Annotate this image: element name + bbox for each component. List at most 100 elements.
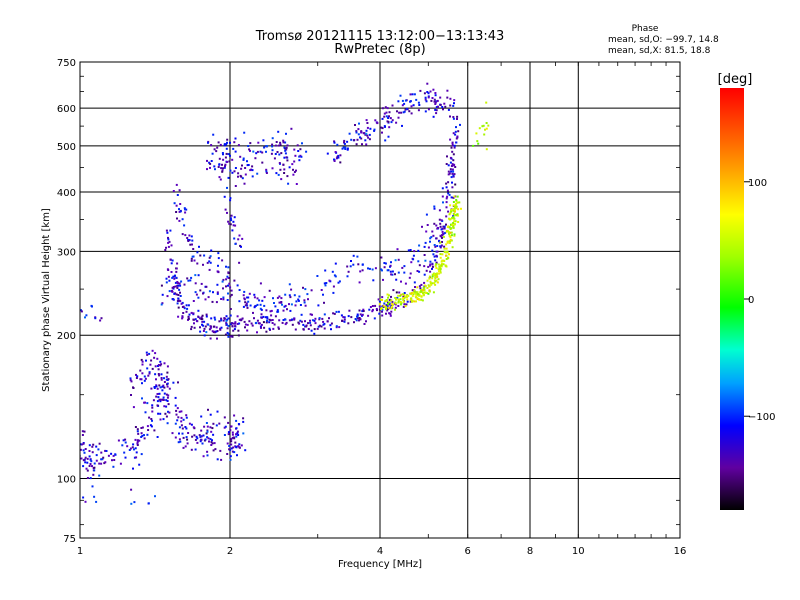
data-point: [146, 433, 149, 436]
data-point: [162, 398, 165, 401]
data-point: [224, 156, 227, 159]
data-point: [387, 306, 390, 309]
data-point: [184, 211, 187, 214]
data-point: [246, 329, 249, 332]
data-point: [186, 277, 189, 280]
data-point: [332, 312, 335, 315]
data-point: [209, 327, 212, 330]
data-point: [390, 121, 393, 124]
data-point: [445, 215, 448, 218]
data-point: [151, 367, 154, 370]
data-point: [437, 105, 439, 108]
data-point: [243, 290, 246, 293]
data-point: [387, 296, 389, 299]
data-point: [163, 386, 166, 389]
data-point: [481, 125, 484, 128]
y-tick-label: 75: [63, 534, 76, 545]
data-point: [246, 296, 249, 299]
data-point: [323, 282, 326, 285]
data-point: [454, 220, 457, 223]
data-point: [227, 220, 230, 223]
data-point: [458, 201, 461, 204]
data-point: [175, 276, 178, 279]
data-point: [290, 127, 293, 130]
data-point: [149, 363, 152, 366]
data-point: [174, 396, 177, 399]
data-point: [231, 158, 234, 161]
data-point: [404, 108, 407, 111]
data-point: [124, 438, 127, 441]
data-point: [243, 320, 246, 323]
data-point: [284, 149, 287, 152]
phase-info-title: Phase: [632, 24, 659, 34]
data-point: [233, 279, 236, 282]
data-point: [222, 296, 225, 299]
data-point: [93, 469, 96, 472]
data-point: [449, 97, 452, 100]
data-point: [234, 325, 237, 328]
data-point: [413, 291, 416, 294]
data-point: [190, 259, 193, 262]
data-point: [434, 94, 437, 97]
data-point: [360, 131, 363, 134]
data-point: [171, 276, 174, 279]
data-point: [355, 131, 358, 134]
data-point: [158, 374, 161, 377]
data-point: [394, 273, 396, 276]
data-point: [229, 335, 232, 338]
data-point: [302, 286, 304, 289]
data-point: [166, 268, 169, 271]
data-point: [144, 377, 147, 380]
data-point: [274, 153, 277, 155]
data-point: [260, 313, 263, 316]
data-point: [148, 352, 151, 355]
data-point: [169, 258, 172, 261]
data-point: [381, 107, 384, 110]
data-point: [289, 296, 292, 299]
data-point: [357, 128, 360, 131]
data-point: [245, 302, 248, 305]
data-point: [352, 263, 355, 266]
data-point: [136, 441, 139, 444]
data-point: [433, 207, 436, 210]
data-point: [168, 279, 171, 282]
data-point: [134, 426, 137, 428]
data-point: [447, 173, 450, 176]
data-point: [167, 238, 170, 241]
data-point: [445, 258, 448, 260]
data-point: [226, 211, 228, 214]
data-point: [244, 304, 247, 307]
data-point: [165, 399, 168, 402]
data-point: [452, 222, 455, 224]
data-point: [425, 269, 428, 272]
data-point: [397, 271, 400, 274]
data-point: [166, 365, 169, 368]
data-point: [234, 137, 237, 140]
data-point: [266, 317, 269, 320]
data-point: [450, 146, 453, 149]
data-point: [427, 292, 430, 295]
data-point: [441, 230, 444, 233]
data-point: [205, 313, 208, 316]
data-point: [148, 371, 151, 374]
data-point: [453, 208, 456, 210]
data-point: [227, 333, 230, 336]
data-point: [194, 438, 197, 441]
data-point: [230, 438, 233, 441]
data-point: [184, 208, 186, 211]
data-point: [323, 322, 326, 325]
data-point: [163, 381, 166, 383]
data-point: [194, 291, 197, 294]
data-point: [314, 317, 317, 320]
data-point: [89, 463, 92, 465]
data-point: [227, 266, 230, 269]
data-point: [389, 264, 392, 267]
data-point: [445, 223, 447, 226]
data-point: [424, 98, 427, 101]
data-point: [381, 296, 384, 299]
data-point: [433, 222, 436, 225]
data-point: [246, 304, 249, 307]
data-point: [418, 298, 421, 301]
data-point: [285, 156, 288, 159]
data-point: [234, 242, 237, 245]
